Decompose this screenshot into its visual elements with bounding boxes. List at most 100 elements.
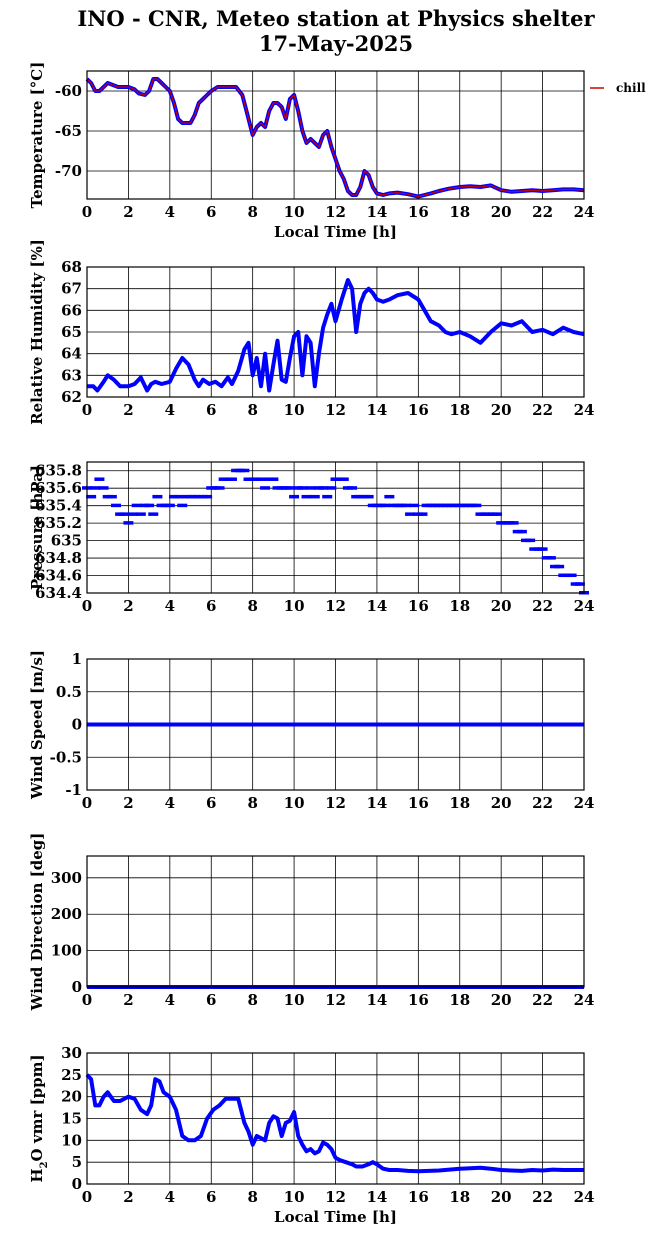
x-tick-label: 12 [325,794,346,812]
x-tick-label: 4 [165,991,175,1009]
x-tick-label: 4 [165,203,175,221]
x-tick-label: 16 [408,203,429,221]
x-tick-label: 6 [206,991,216,1009]
data-point [554,564,565,569]
data-point [202,494,213,499]
x-tick-label: 24 [574,1188,595,1206]
x-tick-label: 18 [449,991,470,1009]
x-tick-label: 22 [532,1188,553,1206]
x-tick-label: 20 [491,1188,512,1206]
data-point [255,477,266,481]
plot-frame [86,266,585,398]
data-point [226,477,237,481]
y-tick-label: 635.4 [35,497,82,515]
x-tick-label: 16 [408,401,429,419]
x-tick-label: 14 [366,1188,387,1206]
x-tick-label: 12 [325,597,346,615]
y-tick-label: 0 [72,978,82,996]
x-tick-label: 2 [123,203,133,221]
x-tick-label: 20 [491,401,512,419]
y-tick-label: 634.8 [35,549,82,567]
data-point [537,547,548,551]
y-tick-label: 635 [51,532,82,550]
data-point [305,486,316,490]
plot-frame [86,1052,585,1185]
x-tick-label: 0 [82,794,92,812]
data-point [94,477,105,481]
x-tick-label: 0 [82,597,92,615]
data-point [516,529,527,534]
x-tick-label: 22 [532,794,553,812]
y-tick-label: 68 [61,258,82,276]
data-point [177,503,188,508]
data-point [119,512,130,516]
y-tick-label: 30 [61,1044,82,1062]
y-tick-label: 200 [51,905,82,923]
x-tick-label: 22 [532,203,553,221]
x-tick-label: 18 [449,203,470,221]
plot-frame [86,70,585,200]
data-point [363,494,374,499]
data-point [322,494,333,499]
x-tick-label: 24 [574,401,595,419]
data-point [326,486,337,490]
x-tick-label: 10 [284,203,305,221]
y-tick-label: 66 [61,301,82,319]
x-tick-label: 8 [247,203,257,221]
data-point [214,486,225,490]
x-tick-label: 0 [82,991,92,1009]
data-point [405,512,416,516]
y-tick-label: 0 [72,716,82,734]
y-axis-label: H2O vmr [ppm] [28,1054,50,1182]
x-tick-label: 20 [491,991,512,1009]
x-tick-label: 16 [408,794,429,812]
figure-date: 17-May-2025 [259,31,413,56]
y-tick-label: 635.8 [35,462,82,480]
x-tick-label: 2 [123,794,133,812]
x-tick-label: 20 [491,794,512,812]
y-tick-label: 100 [51,942,82,960]
x-tick-label: 6 [206,401,216,419]
x-tick-label: 4 [165,1188,175,1206]
data-point [309,494,320,499]
x-tick-label: 10 [284,794,305,812]
x-tick-label: 0 [82,1188,92,1206]
data-point [152,494,163,499]
x-tick-label: 16 [408,991,429,1009]
x-tick-label: 24 [574,203,595,221]
y-tick-label: -70 [55,162,82,180]
x-tick-label: 22 [532,597,553,615]
plot-frame [86,658,585,791]
y-tick-label: 67 [61,280,82,298]
x-tick-label: 8 [247,1188,257,1206]
y-tick-label: 635.6 [35,479,82,497]
x-tick-label: 20 [491,597,512,615]
data-point [409,503,420,508]
y-tick-label: 62 [61,388,82,406]
y-tick-label: 0 [72,1175,82,1193]
x-tick-label: 8 [247,401,257,419]
data-point [127,512,138,516]
y-tick-label: 10 [61,1131,82,1149]
x-axis-label: Local Time [h] [274,1208,397,1226]
data-point [86,494,97,499]
x-tick-label: 12 [325,401,346,419]
y-tick-label: -0.5 [50,748,82,766]
x-tick-label: 4 [165,401,175,419]
y-tick-label: -1 [65,781,82,799]
x-tick-label: 24 [574,597,595,615]
x-tick-label: 14 [366,203,387,221]
y-tick-label: -65 [55,122,82,140]
data-point [123,521,134,525]
y-tick-label: -60 [55,82,82,100]
data-point [525,538,536,543]
y-tick-label: 64 [61,345,82,363]
data-point [110,503,121,508]
figure-title: INO - CNR, Meteo station at Physics shel… [77,6,595,31]
data-point [347,486,358,490]
y-tick-label: 634.4 [35,584,82,602]
data-point [508,521,519,525]
data-point [318,486,329,490]
